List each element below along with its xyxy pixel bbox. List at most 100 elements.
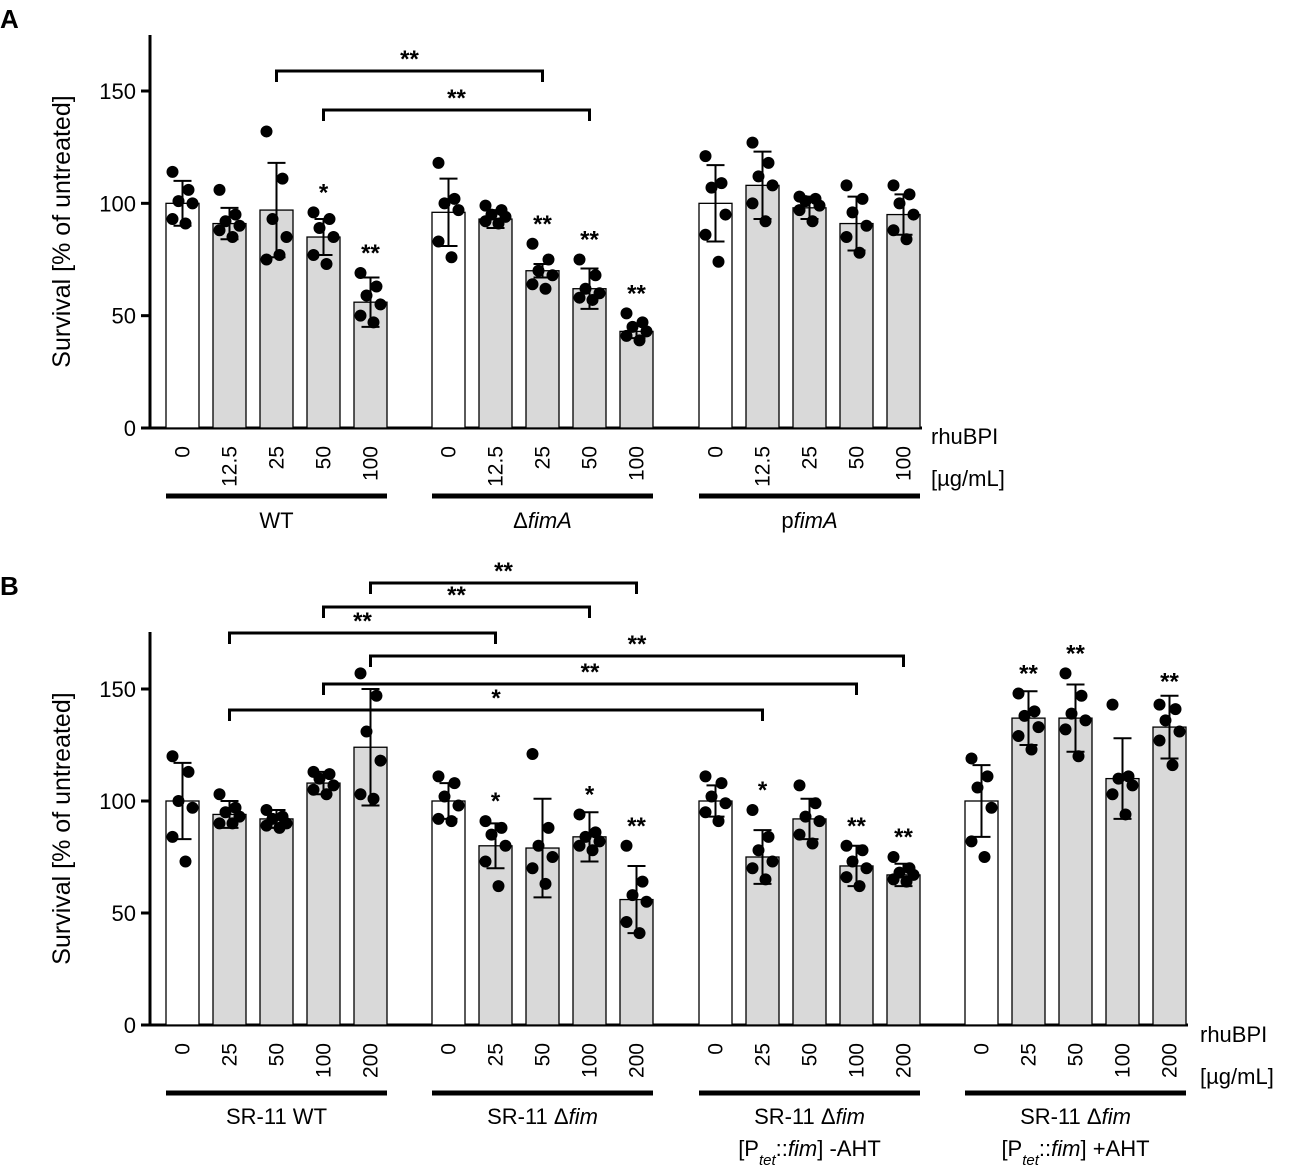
data-point <box>495 821 508 834</box>
data-point <box>367 316 380 329</box>
data-point <box>313 222 326 235</box>
data-point <box>354 266 367 279</box>
data-point <box>546 269 559 282</box>
data-point <box>307 249 320 262</box>
comparison-bracket <box>228 631 497 644</box>
data-point <box>759 215 772 228</box>
data-point <box>579 282 592 295</box>
data-point <box>266 213 279 226</box>
significance-label: ** <box>580 227 599 254</box>
bar <box>1152 726 1187 1026</box>
bar <box>745 856 780 1026</box>
data-point <box>636 316 649 329</box>
comparison-bracket <box>369 654 905 667</box>
data-point <box>219 806 232 819</box>
data-point <box>853 246 866 259</box>
bar <box>259 818 294 1026</box>
group-label-line1: SR-11 Δfim <box>1020 1104 1131 1129</box>
x-tick-label: 50 <box>532 1043 555 1066</box>
data-point <box>840 231 853 244</box>
bar <box>792 207 827 429</box>
data-point <box>432 156 445 169</box>
data-point <box>1065 707 1078 720</box>
data-point <box>793 828 806 841</box>
data-point <box>367 792 380 805</box>
bar <box>431 800 466 1026</box>
bar <box>572 288 607 429</box>
panel-letter: B <box>0 571 19 601</box>
data-point <box>573 253 586 266</box>
bar <box>212 813 247 1026</box>
bracket-significance-label: ** <box>353 608 372 635</box>
y-tick-label: 150 <box>99 677 136 702</box>
bracket-significance-label: ** <box>447 85 466 112</box>
data-point <box>182 183 195 196</box>
data-point <box>323 213 336 226</box>
group-label-line2: [Ptet::fim] -AHT <box>738 1136 881 1167</box>
y-axis-label: Survival [% of untreated] <box>48 692 76 964</box>
bar <box>431 211 466 429</box>
comparison-bracket <box>275 69 544 82</box>
data-point <box>186 197 199 210</box>
bar <box>792 818 827 1026</box>
data-point <box>699 150 712 163</box>
x-tick-label: 100 <box>360 446 383 481</box>
comparison-bracket <box>228 708 764 721</box>
data-point <box>762 830 775 843</box>
data-point <box>260 819 273 832</box>
data-point <box>860 219 873 232</box>
data-point <box>762 156 775 169</box>
data-point <box>307 206 320 219</box>
significance-label: ** <box>1066 640 1085 667</box>
data-point <box>532 264 545 277</box>
bar <box>525 270 560 429</box>
bar <box>698 800 733 1026</box>
data-point <box>586 844 599 857</box>
x-tick-label: 0 <box>705 1043 728 1055</box>
data-point <box>887 179 900 192</box>
data-point <box>485 828 498 841</box>
data-point <box>766 855 779 868</box>
data-point <box>981 770 994 783</box>
bracket-significance-label: ** <box>494 558 513 585</box>
y-tick-label: 100 <box>99 191 136 216</box>
data-point <box>260 253 273 266</box>
bracket-significance-label: ** <box>400 46 419 73</box>
data-point <box>640 895 653 908</box>
data-point <box>1153 698 1166 711</box>
data-point <box>846 855 859 868</box>
data-point <box>166 750 179 763</box>
data-point <box>887 851 900 863</box>
data-point <box>978 851 991 863</box>
bar <box>619 330 654 429</box>
data-point <box>539 282 552 295</box>
data-point <box>479 215 492 228</box>
data-point <box>166 213 179 226</box>
data-point <box>586 293 599 306</box>
data-point <box>1173 725 1186 738</box>
data-point <box>1012 730 1025 743</box>
data-point <box>900 875 913 888</box>
x-tick-label: 50 <box>579 446 602 469</box>
data-point <box>907 208 920 221</box>
data-point <box>179 855 192 868</box>
x-tick-label: 0 <box>172 446 195 458</box>
data-point <box>620 329 633 342</box>
data-point <box>746 803 759 816</box>
data-point <box>438 197 451 210</box>
x-tick-label: 0 <box>971 1043 994 1055</box>
y-tick-label: 0 <box>124 416 136 441</box>
data-point <box>887 873 900 886</box>
data-point <box>903 188 916 201</box>
x-tick-label: 25 <box>752 1043 775 1066</box>
data-point <box>542 253 555 266</box>
data-point <box>1159 714 1172 727</box>
data-point <box>166 165 179 178</box>
data-point <box>448 777 461 790</box>
x-tick-label: 200 <box>360 1043 383 1078</box>
data-point <box>320 788 333 801</box>
data-point <box>448 192 461 205</box>
data-point <box>260 803 273 816</box>
dose-label: rhuBPI <box>931 424 998 449</box>
data-point <box>593 835 606 848</box>
